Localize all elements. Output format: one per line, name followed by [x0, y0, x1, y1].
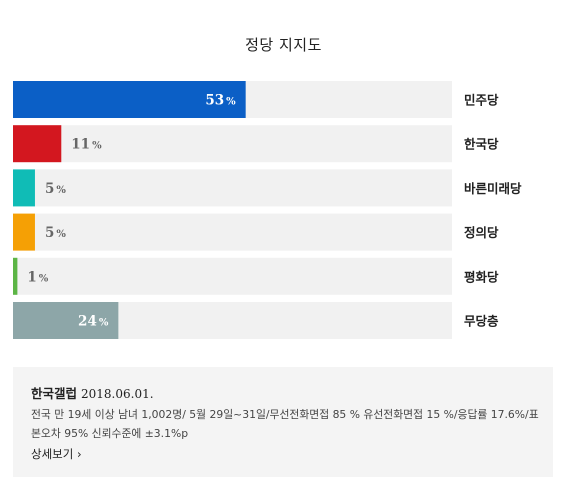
bar — [13, 169, 35, 207]
bar — [13, 257, 18, 295]
bar-track — [13, 257, 452, 295]
bar — [13, 81, 246, 118]
party-support-bar-chart: 53% 민주당 11% 한국당 5% 바른미래당 5% 정의당 1% 평화당 24% 무당층 — [13, 81, 522, 339]
data-label: 24% — [78, 314, 109, 330]
bar — [13, 125, 62, 163]
source-org: 한국갤럽 — [31, 386, 78, 401]
bar-track — [13, 213, 452, 251]
bar-track — [13, 125, 452, 163]
bar — [13, 213, 35, 251]
data-label: 5% — [45, 225, 66, 241]
data-label: 5% — [45, 181, 66, 197]
bar — [13, 302, 119, 339]
source-info-box: 한국갤럽 2018.06.01. 전국 만 19세 이상 남녀 1,002명/ … — [13, 367, 553, 477]
category-label: 바른미래당 — [464, 181, 522, 196]
category-label: 한국당 — [464, 137, 499, 152]
category-label: 민주당 — [464, 93, 499, 108]
data-label: 53% — [205, 93, 236, 109]
source-description: 전국 만 19세 이상 남녀 1,002명/ 5월 29일~31일/무선전화면접… — [31, 408, 539, 440]
source-header: 한국갤럽 2018.06.01. — [31, 383, 154, 402]
category-label: 무당층 — [464, 314, 499, 329]
source-date: 2018.06.01. — [81, 387, 154, 401]
category-label: 평화당 — [464, 269, 499, 284]
data-label: 11% — [71, 137, 102, 153]
category-label: 정의당 — [464, 225, 499, 240]
data-label: 1% — [27, 269, 48, 285]
details-link[interactable]: 상세보기 › — [31, 447, 82, 461]
chart-title: 정당 지지도 — [245, 36, 322, 54]
bar-track — [13, 169, 452, 207]
